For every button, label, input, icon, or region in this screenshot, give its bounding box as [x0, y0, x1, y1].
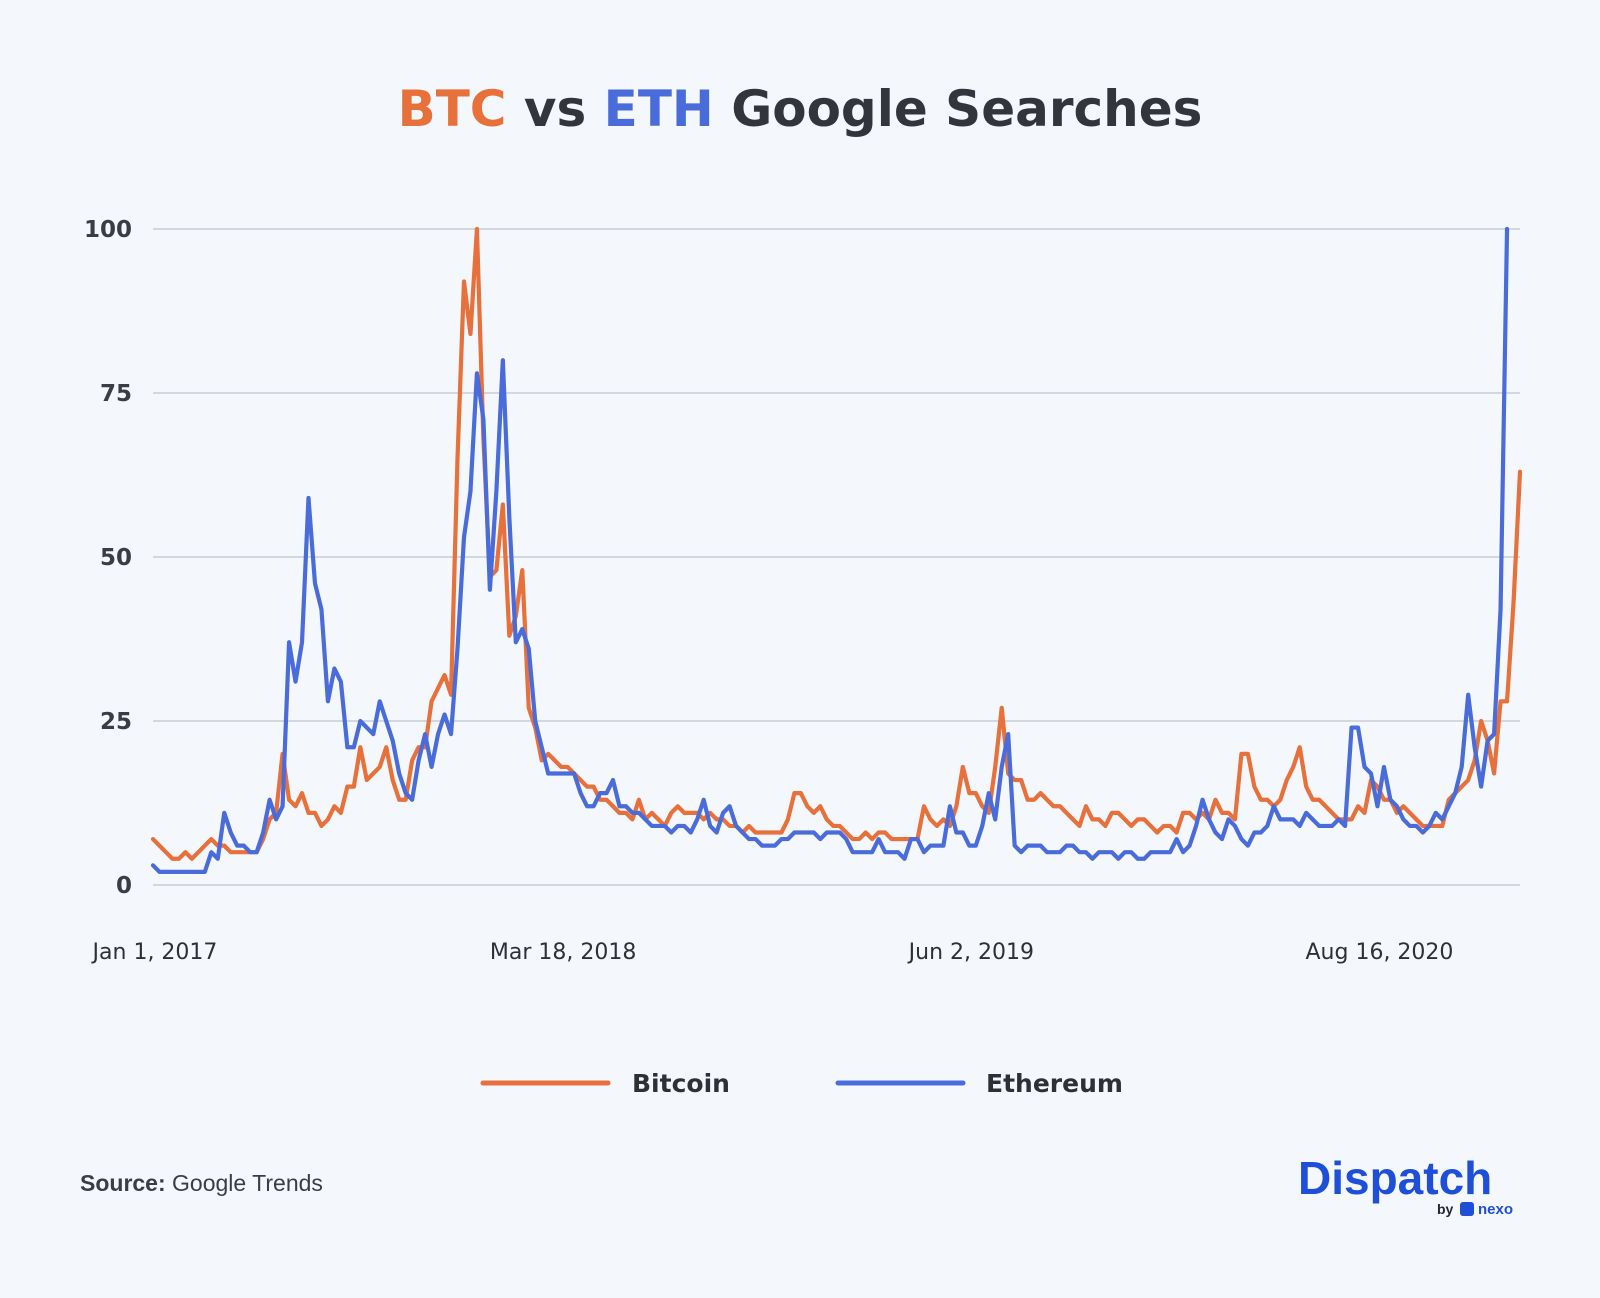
source-label: Source: [80, 1170, 166, 1196]
y-tick-label: 100 [84, 217, 132, 243]
x-tick-label: Jun 2, 2019 [907, 940, 1034, 965]
title-vs: vs [507, 80, 604, 138]
x-tick-label: Mar 18, 2018 [490, 940, 636, 965]
y-axis-ticks: 0 25 50 75 100 [84, 217, 132, 899]
legend-label-ethereum: Ethereum [986, 1069, 1123, 1098]
logo-by: by [1437, 1201, 1454, 1217]
y-tick-label: 0 [116, 873, 132, 899]
source-note: Source: Google Trends [80, 1170, 323, 1197]
legend: Bitcoin Ethereum [480, 1069, 1123, 1098]
legend-label-bitcoin: Bitcoin [632, 1069, 730, 1098]
source-value: Google Trends [172, 1170, 323, 1196]
x-tick-label: Aug 16, 2020 [1306, 940, 1454, 965]
x-tick-label: Jan 1, 2017 [91, 940, 218, 965]
grid-lines [153, 228, 1520, 886]
logo-sub: nexo [1478, 1201, 1513, 1218]
dispatch-logo-mark: Dispatch by nexo [1298, 1152, 1513, 1218]
series-line-bitcoin [150, 226, 1523, 861]
y-tick-label: 25 [100, 709, 132, 735]
series-lines [150, 226, 1523, 874]
logo-brand: Dispatch [1298, 1152, 1492, 1204]
title-rest: Google Searches [714, 80, 1203, 138]
nexo-icon [1460, 1202, 1474, 1216]
y-tick-label: 75 [100, 381, 132, 407]
chart-title: BTC vs ETH Google Searches [398, 80, 1203, 138]
x-axis-ticks: Jan 1, 2017 Mar 18, 2018 Jun 2, 2019 Aug 16… [91, 940, 1454, 965]
title-btc: BTC [398, 80, 507, 138]
title-eth: ETH [604, 80, 714, 138]
series-line-ethereum [150, 226, 1510, 874]
y-tick-label: 50 [100, 545, 132, 571]
dispatch-logo: Dispatch by nexo [1298, 1150, 1528, 1220]
